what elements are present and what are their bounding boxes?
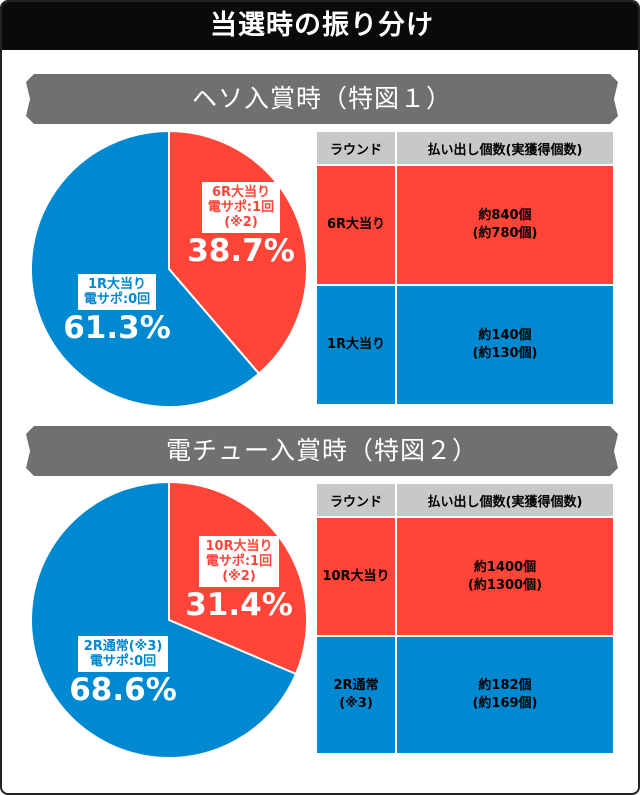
round-note: (※3) xyxy=(339,696,373,711)
round: 2R通常 xyxy=(333,678,379,693)
slice-name: 1R大当り xyxy=(87,277,147,292)
slice-sub: 電サポ:0回 xyxy=(83,292,151,307)
payout-cell: 約1400個 (約1300個) xyxy=(395,516,615,637)
header-round: ラウンド xyxy=(315,130,397,166)
table-row: 1R大当り 約140個 (約130個) xyxy=(315,284,615,406)
slice-sub: 電サポ:1回 xyxy=(207,200,275,215)
payout-table-denchu: ラウンド 払い出し個数(実獲得個数) 10R大当り 約1400個 (約1300個) 2… xyxy=(315,482,615,755)
slice-label-1r: 1R大当り 電サポ:0回 61.3% xyxy=(52,274,182,346)
slice-label-10r: 10R大当り 電サポ:1回 (※2) 31.4% xyxy=(172,536,306,623)
slice-name: 2R通常(※3) xyxy=(83,639,163,654)
table-row: 10R大当り 約1400個 (約1300個) xyxy=(315,516,615,637)
slice-percent: 61.3% xyxy=(63,310,171,346)
slice-sub: 電サポ:1回 xyxy=(205,554,273,569)
round-cell: 1R大当り xyxy=(315,284,397,406)
payout-cell: 約182個 (約169個) xyxy=(395,635,615,755)
actual: (約780個) xyxy=(472,226,538,241)
payout: 約840個 xyxy=(478,208,532,223)
slice-note: (※2) xyxy=(224,215,258,230)
slice-percent: 31.4% xyxy=(185,587,293,623)
payout-cell: 約140個 (約130個) xyxy=(395,284,615,406)
slice-note: (※2) xyxy=(222,569,256,584)
table-row: 6R大当り 約840個 (約780個) xyxy=(315,164,615,286)
pie-slice-1 xyxy=(30,480,298,759)
actual: (約1300個) xyxy=(467,577,543,593)
actual: (約130個) xyxy=(472,346,538,361)
header-payout: 払い出し個数(実獲得個数) xyxy=(395,482,615,518)
slice-name: 10R大当り xyxy=(205,539,273,554)
round-cell: 10R大当り xyxy=(315,516,397,637)
slice-sub: 電サポ:0回 xyxy=(89,654,157,669)
table-row: 2R通常 (※3) 約182個 (約169個) xyxy=(315,635,615,755)
page-title: 当選時の振り分け xyxy=(2,2,638,50)
payout: 約140個 xyxy=(478,328,532,343)
pie-chart-heso xyxy=(30,129,308,408)
actual: (約169個) xyxy=(472,696,538,711)
header-payout: 払い出し個数(実獲得個数) xyxy=(395,130,615,166)
payout: 約1400個 xyxy=(473,559,537,575)
header-round: ラウンド xyxy=(315,482,397,518)
payout: 約182個 xyxy=(478,678,532,693)
section-title-denchu: 電チュー入賞時（特図２） xyxy=(26,426,618,476)
payout-cell: 約840個 (約780個) xyxy=(395,164,615,286)
slice-percent: 38.7% xyxy=(187,233,295,269)
round-cell: 6R大当り xyxy=(315,164,397,286)
slice-name: 6R大当り xyxy=(211,185,271,200)
payout-table-heso: ラウンド 払い出し個数(実獲得個数) 6R大当り 約840個 (約780個) 1R大当… xyxy=(315,130,615,406)
section-title-heso: ヘソ入賞時（特図１） xyxy=(26,74,618,124)
round-cell: 2R通常 (※3) xyxy=(315,635,397,755)
slice-percent: 68.6% xyxy=(69,672,177,708)
slice-label-6r: 6R大当り 電サポ:1回 (※2) 38.7% xyxy=(174,182,308,269)
slice-label-2r: 2R通常(※3) 電サポ:0回 68.6% xyxy=(58,636,188,708)
pie-slice-1 xyxy=(30,129,261,408)
